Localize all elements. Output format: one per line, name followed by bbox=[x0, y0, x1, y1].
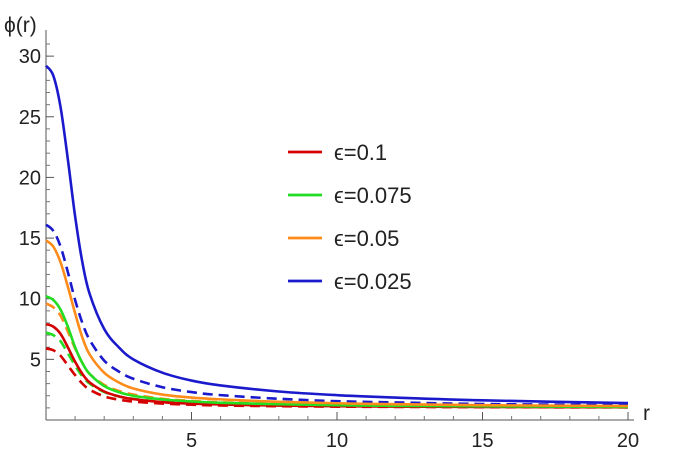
series-layer bbox=[44, 64, 629, 409]
series-line-3 bbox=[44, 64, 629, 405]
y-axis-title: ϕ(r) bbox=[4, 14, 37, 37]
y-tick-label: 5 bbox=[30, 349, 41, 371]
x-axis-title: r bbox=[643, 402, 650, 425]
y-tick-label: 20 bbox=[19, 167, 41, 189]
series-line-2 bbox=[45, 239, 629, 408]
y-tick-label: 25 bbox=[19, 107, 41, 129]
x-tick-label: 5 bbox=[186, 430, 197, 451]
series-line-1 bbox=[45, 295, 629, 409]
legend-label: ϵ=0.075 bbox=[334, 183, 412, 208]
y-tick-label: 10 bbox=[19, 289, 41, 311]
y-tick-label: 15 bbox=[19, 228, 41, 250]
legend-label: ϵ=0.025 bbox=[334, 269, 412, 294]
x-tick-label: 15 bbox=[471, 430, 493, 451]
legend-label: ϵ=0.05 bbox=[334, 226, 399, 251]
x-tick-label: 10 bbox=[326, 430, 348, 451]
x-tick-label: 20 bbox=[617, 430, 639, 451]
series-line-7-dashed bbox=[45, 223, 629, 407]
legend: ϵ=0.1 ϵ=0.075 ϵ=0.05 ϵ=0.025 bbox=[288, 140, 412, 294]
legend-label: ϵ=0.1 bbox=[334, 140, 387, 165]
series-line-6-dashed bbox=[45, 302, 629, 408]
y-tick-label: 30 bbox=[19, 46, 41, 68]
axes: 5 10 15 20 5 10 15 20 25 30 bbox=[19, 30, 639, 452]
